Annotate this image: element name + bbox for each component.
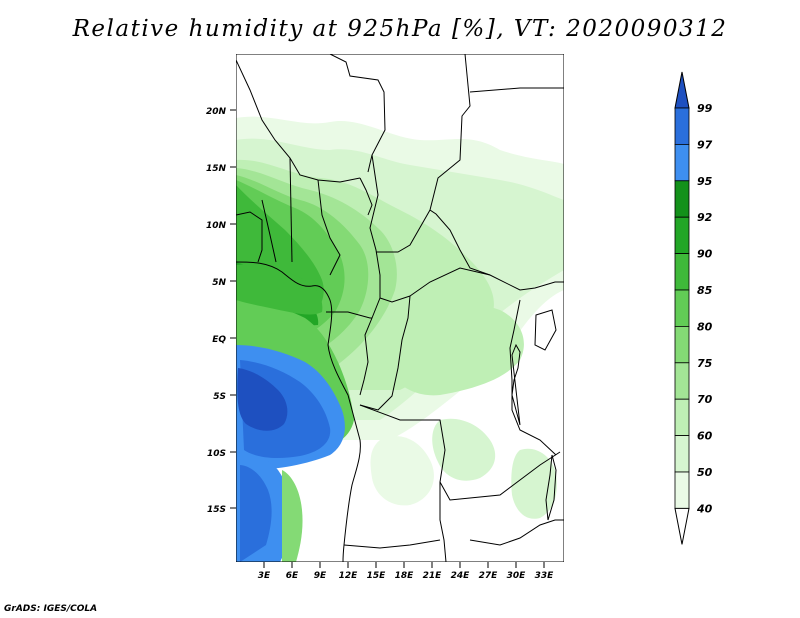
colorbar-segment xyxy=(674,107,690,145)
border-line xyxy=(326,311,372,319)
lon-tick-label: 12E xyxy=(339,571,359,581)
longitude-axis: 3E 6E 9E 12E 15E 18E 21E 24E 27E 30E 33E xyxy=(258,562,554,581)
colorbar-segment xyxy=(674,253,690,291)
lon-tick-label: 24E xyxy=(451,571,471,581)
border-line xyxy=(289,157,293,263)
lake-outline xyxy=(545,454,557,521)
colorbar-label: 85 xyxy=(697,284,713,297)
humidity-region xyxy=(432,418,496,481)
colorbar-segment xyxy=(674,362,690,400)
colorbar-label: 50 xyxy=(697,466,713,479)
lon-tick-label: 15E xyxy=(367,571,387,581)
colorbar-segment xyxy=(674,180,690,218)
colorbar-label: 40 xyxy=(696,502,713,515)
colorbar-label: 92 xyxy=(697,211,713,224)
country-borders xyxy=(236,54,564,562)
colorbar-segment xyxy=(674,471,690,509)
colorbar-segment xyxy=(674,289,690,327)
colorbar-bottom-arrow xyxy=(674,507,690,545)
border-line xyxy=(409,267,564,297)
border-line xyxy=(343,539,441,549)
humidity-region xyxy=(282,470,303,562)
border-line xyxy=(236,211,263,263)
colorbar-label: 99 xyxy=(697,102,713,115)
humidity-region xyxy=(236,264,323,315)
lake-outline xyxy=(359,177,373,216)
footer-credit: GrADS: IGES/COLA xyxy=(4,604,98,614)
lon-tick-label: 9E xyxy=(314,571,327,581)
lake-outline xyxy=(511,343,521,426)
lon-tick-label: 6E xyxy=(286,571,299,581)
colorbar-segment xyxy=(674,325,690,364)
lon-tick-label: 27E xyxy=(479,571,499,581)
lon-tick-label: 30E xyxy=(507,571,527,581)
lat-tick-label: 10S xyxy=(207,449,226,459)
lat-tick-label: 10N xyxy=(206,221,227,231)
border-line xyxy=(369,154,411,303)
colorbar-label: 75 xyxy=(697,357,713,370)
border-line xyxy=(359,404,561,501)
colorbar-segment xyxy=(674,398,690,437)
lat-tick-label: 5N xyxy=(212,278,226,288)
colorbar: 40 50 60 70 75 80 85 90 92 95 97 99 xyxy=(674,71,713,545)
colorbar-label: 60 xyxy=(697,430,713,443)
colorbar-segment xyxy=(674,435,690,473)
colorbar-segment xyxy=(674,216,690,254)
humidity-region xyxy=(511,448,557,519)
latitude-axis: 20N 15N 10N 5N EQ 5S 10S 15S xyxy=(206,107,236,515)
lat-tick-label: EQ xyxy=(212,335,226,345)
border-line xyxy=(469,519,564,546)
map-panel xyxy=(236,54,564,562)
map-title: Relative humidity at 925hPa [%], VT: 202… xyxy=(72,16,728,42)
border-line xyxy=(469,87,564,93)
coastline xyxy=(236,261,361,562)
humidity-region xyxy=(370,436,434,506)
lat-tick-label: 5S xyxy=(213,392,226,402)
border-line xyxy=(359,297,381,396)
border-line xyxy=(317,179,341,276)
colorbar-top-arrow xyxy=(674,71,690,109)
colorbar-label: 97 xyxy=(697,138,713,151)
border-line xyxy=(261,199,277,263)
lon-tick-label: 18E xyxy=(395,571,415,581)
lake-outline xyxy=(534,309,557,351)
lat-tick-label: 15S xyxy=(207,505,226,515)
colorbar-label: 80 xyxy=(697,320,713,333)
lon-tick-label: 33E xyxy=(535,571,555,581)
border-line xyxy=(376,209,431,253)
colorbar-label: 95 xyxy=(697,175,713,188)
lon-tick-label: 3E xyxy=(258,571,271,581)
humidity-field xyxy=(236,116,564,562)
lon-tick-label: 21E xyxy=(423,571,443,581)
colorbar-label: 70 xyxy=(697,393,713,406)
colorbar-label: 90 xyxy=(697,248,713,261)
humidity-region xyxy=(383,289,524,396)
lat-tick-label: 20N xyxy=(206,107,227,117)
lat-tick-label: 15N xyxy=(206,164,227,174)
humidity-region xyxy=(237,368,288,431)
humidity-region xyxy=(240,465,272,562)
border-line xyxy=(439,482,447,562)
colorbar-segment xyxy=(674,143,690,182)
border-line xyxy=(329,54,386,173)
border-line xyxy=(359,295,411,411)
